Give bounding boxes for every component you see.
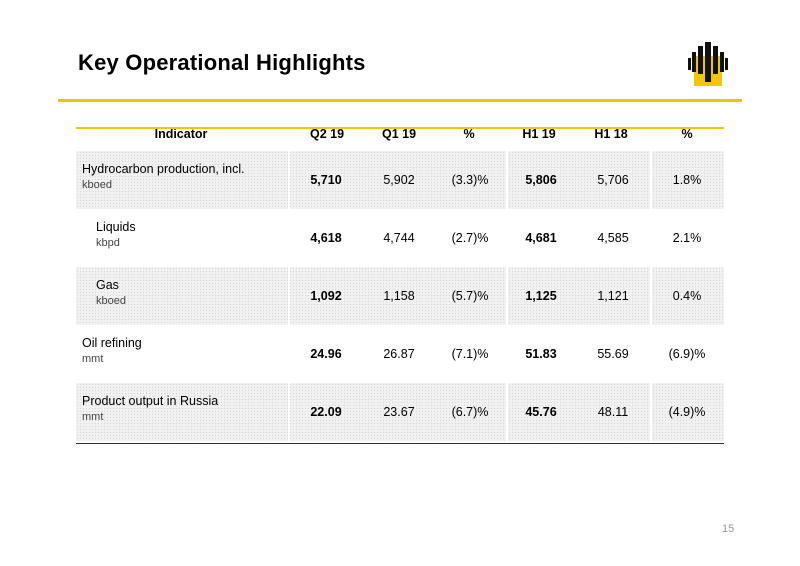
cell-h1-18: 1,121 xyxy=(597,289,629,303)
column-divider xyxy=(506,383,508,441)
cell-q1-19: 4,744 xyxy=(383,231,415,245)
column-divider xyxy=(650,267,652,325)
column-divider xyxy=(288,151,290,209)
cell-h1-18: 4,585 xyxy=(597,231,629,245)
cell-q1-19: 5,902 xyxy=(383,173,415,187)
table-row: Liquids kbpd 4,618 4,744 (2.7)% 4,681 4,… xyxy=(76,209,724,267)
cell-h1-18: 55.69 xyxy=(597,347,629,361)
table-row: Hydrocarbon production, incl. kboed 5,71… xyxy=(76,151,724,209)
cell-q2-19: 4,618 xyxy=(310,231,342,245)
cell-q2-19: 24.96 xyxy=(310,347,342,361)
row-label: Oil refining xyxy=(82,336,142,350)
header-separator xyxy=(76,127,724,129)
row-unit: mmt xyxy=(82,411,104,423)
header-h1-18: H1 18 xyxy=(594,127,628,141)
row-unit: kboed xyxy=(82,179,112,191)
cell-h1-19: 4,681 xyxy=(525,231,557,245)
row-label: Liquids xyxy=(96,220,136,234)
column-divider xyxy=(506,267,508,325)
operational-highlights-table: Indicator Q2 19 Q1 19 % H1 19 H1 18 % Hy… xyxy=(76,119,724,444)
table-row: Gas kboed 1,092 1,158 (5.7)% 1,125 1,121… xyxy=(76,267,724,325)
cell-yoy: 0.4% xyxy=(672,289,702,303)
header-q1-19: Q1 19 xyxy=(381,127,417,141)
row-label: Gas xyxy=(96,278,119,292)
cell-q2-19: 22.09 xyxy=(310,405,342,419)
cell-yoy: (6.9)% xyxy=(668,347,706,361)
cell-yoy: (4.9)% xyxy=(668,405,706,419)
cell-yoy: 2.1% xyxy=(672,231,702,245)
column-divider xyxy=(288,267,290,325)
cell-h1-18: 48.11 xyxy=(597,405,629,419)
table-header-row: Indicator Q2 19 Q1 19 % H1 19 H1 18 % xyxy=(76,119,724,149)
header-yoy-percent: % xyxy=(681,127,693,141)
company-logo-icon xyxy=(688,42,728,86)
cell-q1-19: 23.67 xyxy=(383,405,415,419)
row-unit: kboed xyxy=(96,295,126,307)
cell-qoq: (5.7)% xyxy=(451,289,489,303)
row-label: Hydrocarbon production, incl. xyxy=(82,162,245,176)
page-number: 15 xyxy=(722,523,735,535)
cell-yoy: 1.8% xyxy=(672,173,702,187)
header-indicator: Indicator xyxy=(154,127,208,141)
column-divider xyxy=(650,383,652,441)
table-row: Oil refining mmt 24.96 26.87 (7.1)% 51.8… xyxy=(76,325,724,383)
cell-qoq: (3.3)% xyxy=(451,173,489,187)
page-title: Key Operational Highlights xyxy=(78,50,366,75)
cell-h1-19: 5,806 xyxy=(525,173,557,187)
row-label: Product output in Russia xyxy=(82,394,219,408)
table-row: Product output in Russia mmt 22.09 23.67… xyxy=(76,383,724,441)
cell-q1-19: 26.87 xyxy=(383,347,415,361)
cell-h1-18: 5,706 xyxy=(597,173,629,187)
column-divider xyxy=(288,383,290,441)
header-h1-19: H1 19 xyxy=(522,127,556,141)
cell-qoq: (6.7)% xyxy=(451,405,489,419)
header-qoq-percent: % xyxy=(463,127,475,141)
row-unit: mmt xyxy=(82,353,104,365)
cell-qoq: (2.7)% xyxy=(451,231,489,245)
row-unit: kbpd xyxy=(96,237,120,249)
cell-h1-19: 45.76 xyxy=(525,405,557,419)
cell-h1-19: 1,125 xyxy=(525,289,557,303)
column-divider xyxy=(506,151,508,209)
column-divider xyxy=(650,151,652,209)
cell-q1-19: 1,158 xyxy=(383,289,415,303)
header-q2-19: Q2 19 xyxy=(309,127,345,141)
cell-qoq: (7.1)% xyxy=(451,347,489,361)
cell-q2-19: 1,092 xyxy=(310,289,342,303)
table-bottom-border xyxy=(76,443,724,444)
cell-h1-19: 51.83 xyxy=(525,347,557,361)
title-underline xyxy=(58,99,742,102)
cell-q2-19: 5,710 xyxy=(310,173,342,187)
